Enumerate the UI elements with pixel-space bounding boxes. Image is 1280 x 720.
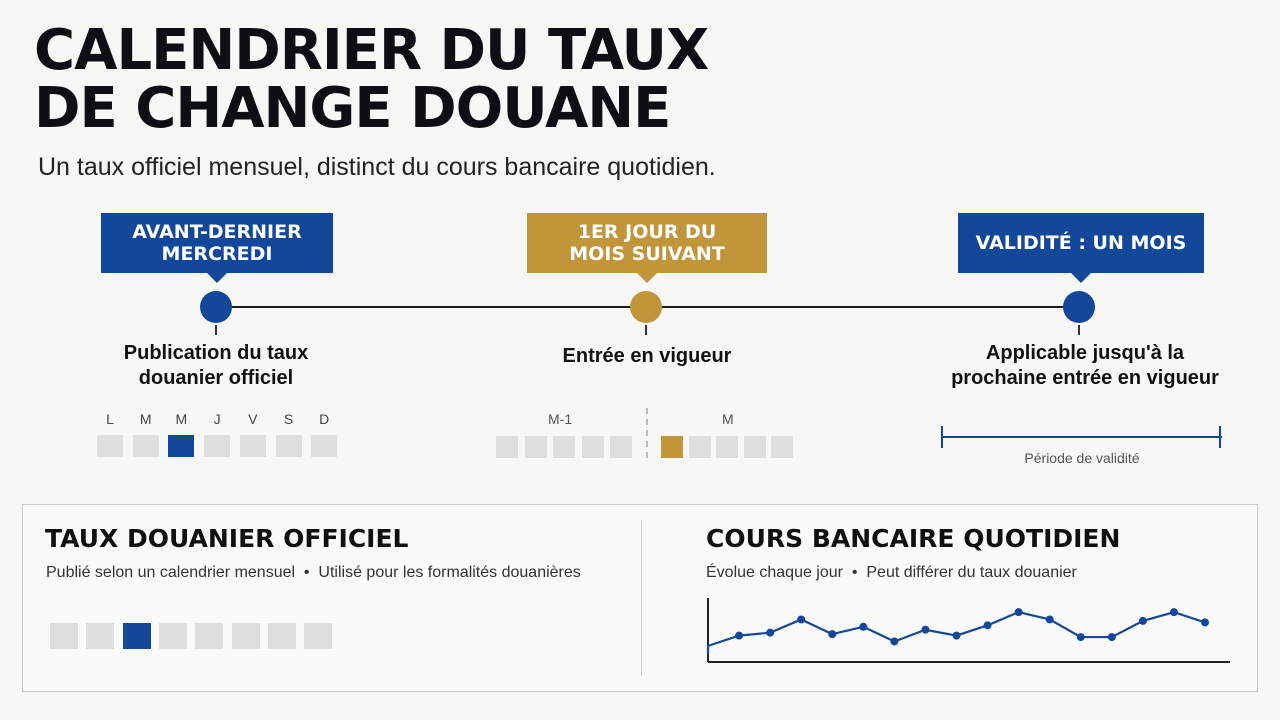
timeline-tick xyxy=(645,325,647,335)
month-day-square xyxy=(743,436,766,458)
data-point xyxy=(1107,633,1116,642)
data-point xyxy=(1045,615,1054,624)
bank-rate-description: Évolue chaque jour • Peut différer du ta… xyxy=(706,564,1077,581)
weekday-letter: M xyxy=(175,411,188,427)
data-point xyxy=(1076,633,1085,642)
month-first-day-square xyxy=(661,436,683,458)
official-square xyxy=(195,623,224,649)
weekday-letter: V xyxy=(248,411,258,427)
data-point xyxy=(1169,608,1178,617)
month-before-day-square xyxy=(553,436,575,458)
weekday-square xyxy=(204,435,231,457)
data-point xyxy=(921,625,930,634)
timeline-point-validity xyxy=(1063,291,1095,323)
weekday-square xyxy=(275,435,302,457)
weekday-letter: J xyxy=(213,411,221,427)
series-line xyxy=(706,610,1206,654)
data-point xyxy=(1138,616,1147,625)
month-before-day-square xyxy=(581,436,604,458)
validity-period-line xyxy=(942,436,1222,438)
weekday-letter: S xyxy=(283,411,294,427)
step-label-validity: Applicable jusqu'à la prochaine entrée e… xyxy=(951,342,1219,389)
official-rate-description: Publié selon un calendrier mensuel • Uti… xyxy=(46,564,581,581)
page-subtitle: Un taux officiel mensuel, distinct du co… xyxy=(38,153,716,181)
validity-period-end xyxy=(1219,426,1221,448)
month-label: M xyxy=(722,411,734,427)
comparison-panel xyxy=(22,504,1258,692)
month-before-day-square xyxy=(524,436,547,458)
step-label-entry: Entrée en vigueur xyxy=(562,345,732,367)
month-before-day-square xyxy=(610,436,632,458)
data-point xyxy=(797,615,806,624)
official-square xyxy=(304,623,333,649)
official-square xyxy=(86,623,115,649)
page-title: CALENDRIER DU TAUX DE CHANGE DOUANE xyxy=(34,18,709,141)
callout-publication: AVANT-DERNIER MERCREDI xyxy=(101,213,333,283)
month-before-day-square xyxy=(496,436,518,458)
official-rate-title: TAUX DOUANIER OFFICIEL xyxy=(45,524,409,553)
month-day-square xyxy=(688,436,711,458)
validity-period-start xyxy=(941,426,943,448)
month-day-square xyxy=(716,436,738,458)
month-separator xyxy=(646,408,648,458)
weekday-letter: L xyxy=(106,411,114,427)
month-before-label: M-1 xyxy=(548,411,573,427)
month-day-square xyxy=(771,436,793,458)
data-point xyxy=(766,628,775,637)
data-point xyxy=(859,622,868,631)
weekday-letter: M xyxy=(139,411,152,427)
timeline-tick xyxy=(215,325,217,335)
callout-entry-text: 1ER JOUR DU MOIS SUIVANT xyxy=(569,221,725,265)
weekday-square-highlighted xyxy=(168,435,195,457)
timeline-tick xyxy=(1078,325,1080,335)
timeline-point-publication xyxy=(200,291,232,323)
data-point xyxy=(952,631,961,640)
official-square-highlighted xyxy=(122,623,151,649)
official-square xyxy=(231,623,260,649)
official-square xyxy=(50,623,78,649)
callout-validity-text: VALIDITÉ : UN MOIS xyxy=(975,232,1187,254)
callout-publication-text: AVANT-DERNIER MERCREDI xyxy=(132,221,302,265)
bank-rate-chart xyxy=(706,598,1230,663)
weekday-letter: D xyxy=(319,411,330,427)
weekday-square xyxy=(97,435,123,457)
official-square xyxy=(267,623,296,649)
weekday-square xyxy=(311,435,338,457)
validity-period-label: Période de validité xyxy=(1024,450,1140,466)
panel-divider xyxy=(641,520,642,676)
data-point xyxy=(983,621,992,630)
callout-entry: 1ER JOUR DU MOIS SUIVANT xyxy=(527,213,767,283)
data-point xyxy=(1201,618,1209,627)
official-square xyxy=(158,623,187,649)
callout-validity: VALIDITÉ : UN MOIS xyxy=(958,213,1204,283)
data-point xyxy=(828,630,837,639)
weekday-square xyxy=(132,435,159,457)
step-label-publication: Publication du taux douanier officiel xyxy=(123,342,309,389)
bank-rate-title: COURS BANCAIRE QUOTIDIEN xyxy=(706,524,1121,553)
data-point xyxy=(735,631,744,640)
data-point xyxy=(890,637,899,646)
data-point xyxy=(1014,608,1023,617)
timeline-point-entry xyxy=(630,291,662,323)
weekday-square xyxy=(239,435,266,457)
